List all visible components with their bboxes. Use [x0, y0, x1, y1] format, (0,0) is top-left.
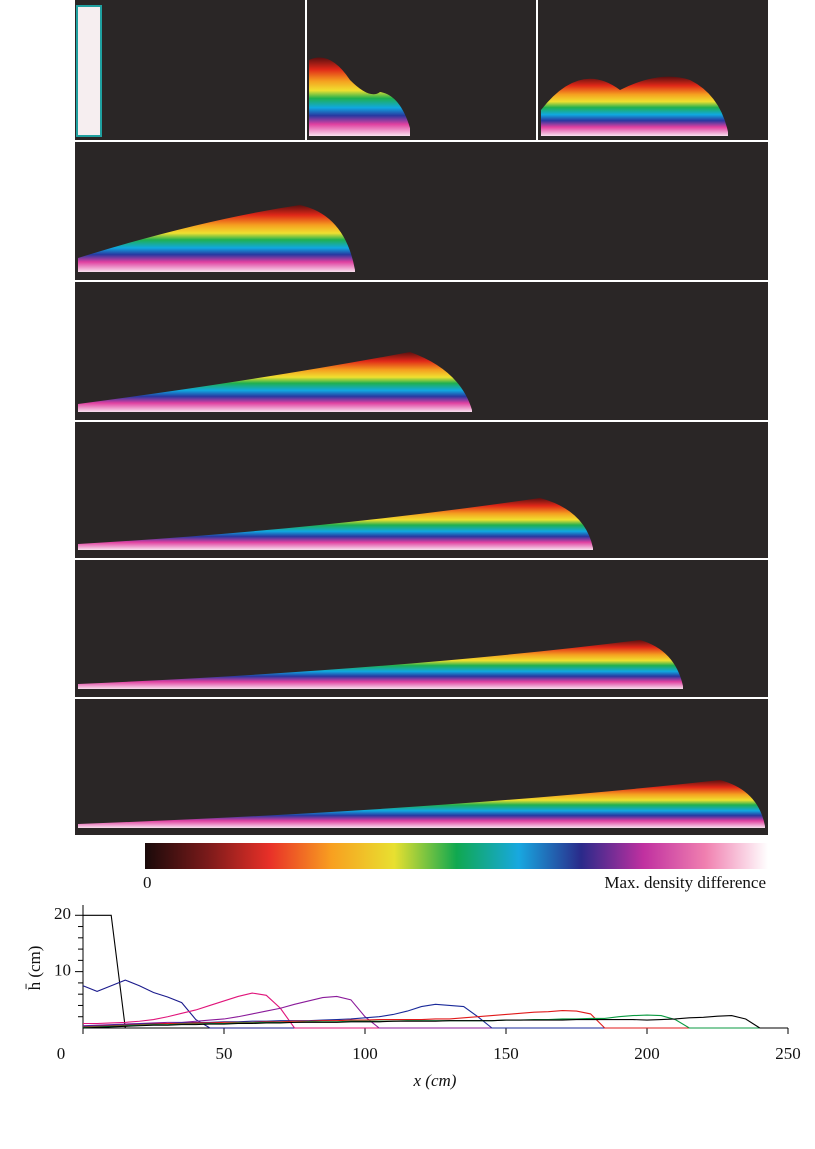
- current: [78, 205, 355, 272]
- x-axis-label: x (cm): [413, 1071, 457, 1090]
- current: [78, 640, 683, 689]
- x-tick-label: 200: [634, 1044, 660, 1063]
- y-tick-label: 10: [54, 961, 71, 980]
- current: [78, 352, 472, 412]
- x-tick-label: 150: [493, 1044, 519, 1063]
- y-axis-label: h̄ (cm): [25, 946, 44, 991]
- panel: [75, 0, 305, 140]
- x-tick-label: 0: [57, 1044, 66, 1063]
- profile-line: [82, 1014, 760, 1029]
- x-tick-label: 250: [775, 1044, 801, 1063]
- profile-line: [82, 1009, 760, 1029]
- image-panels: [75, 0, 768, 835]
- current: [78, 498, 593, 550]
- colorbar: [145, 843, 768, 869]
- colorbar-min-label: 0: [143, 873, 152, 892]
- x-tick-label: 100: [352, 1044, 378, 1063]
- current: [76, 5, 102, 137]
- profile-line: [82, 1015, 761, 1029]
- current: [78, 780, 765, 828]
- current: [541, 76, 728, 136]
- colorbar-max-label: Max. density difference: [604, 873, 766, 892]
- current: [309, 57, 410, 136]
- profile-line: [83, 914, 760, 1029]
- x-tick-label: 50: [216, 1044, 233, 1063]
- y-tick-label: 20: [54, 904, 71, 923]
